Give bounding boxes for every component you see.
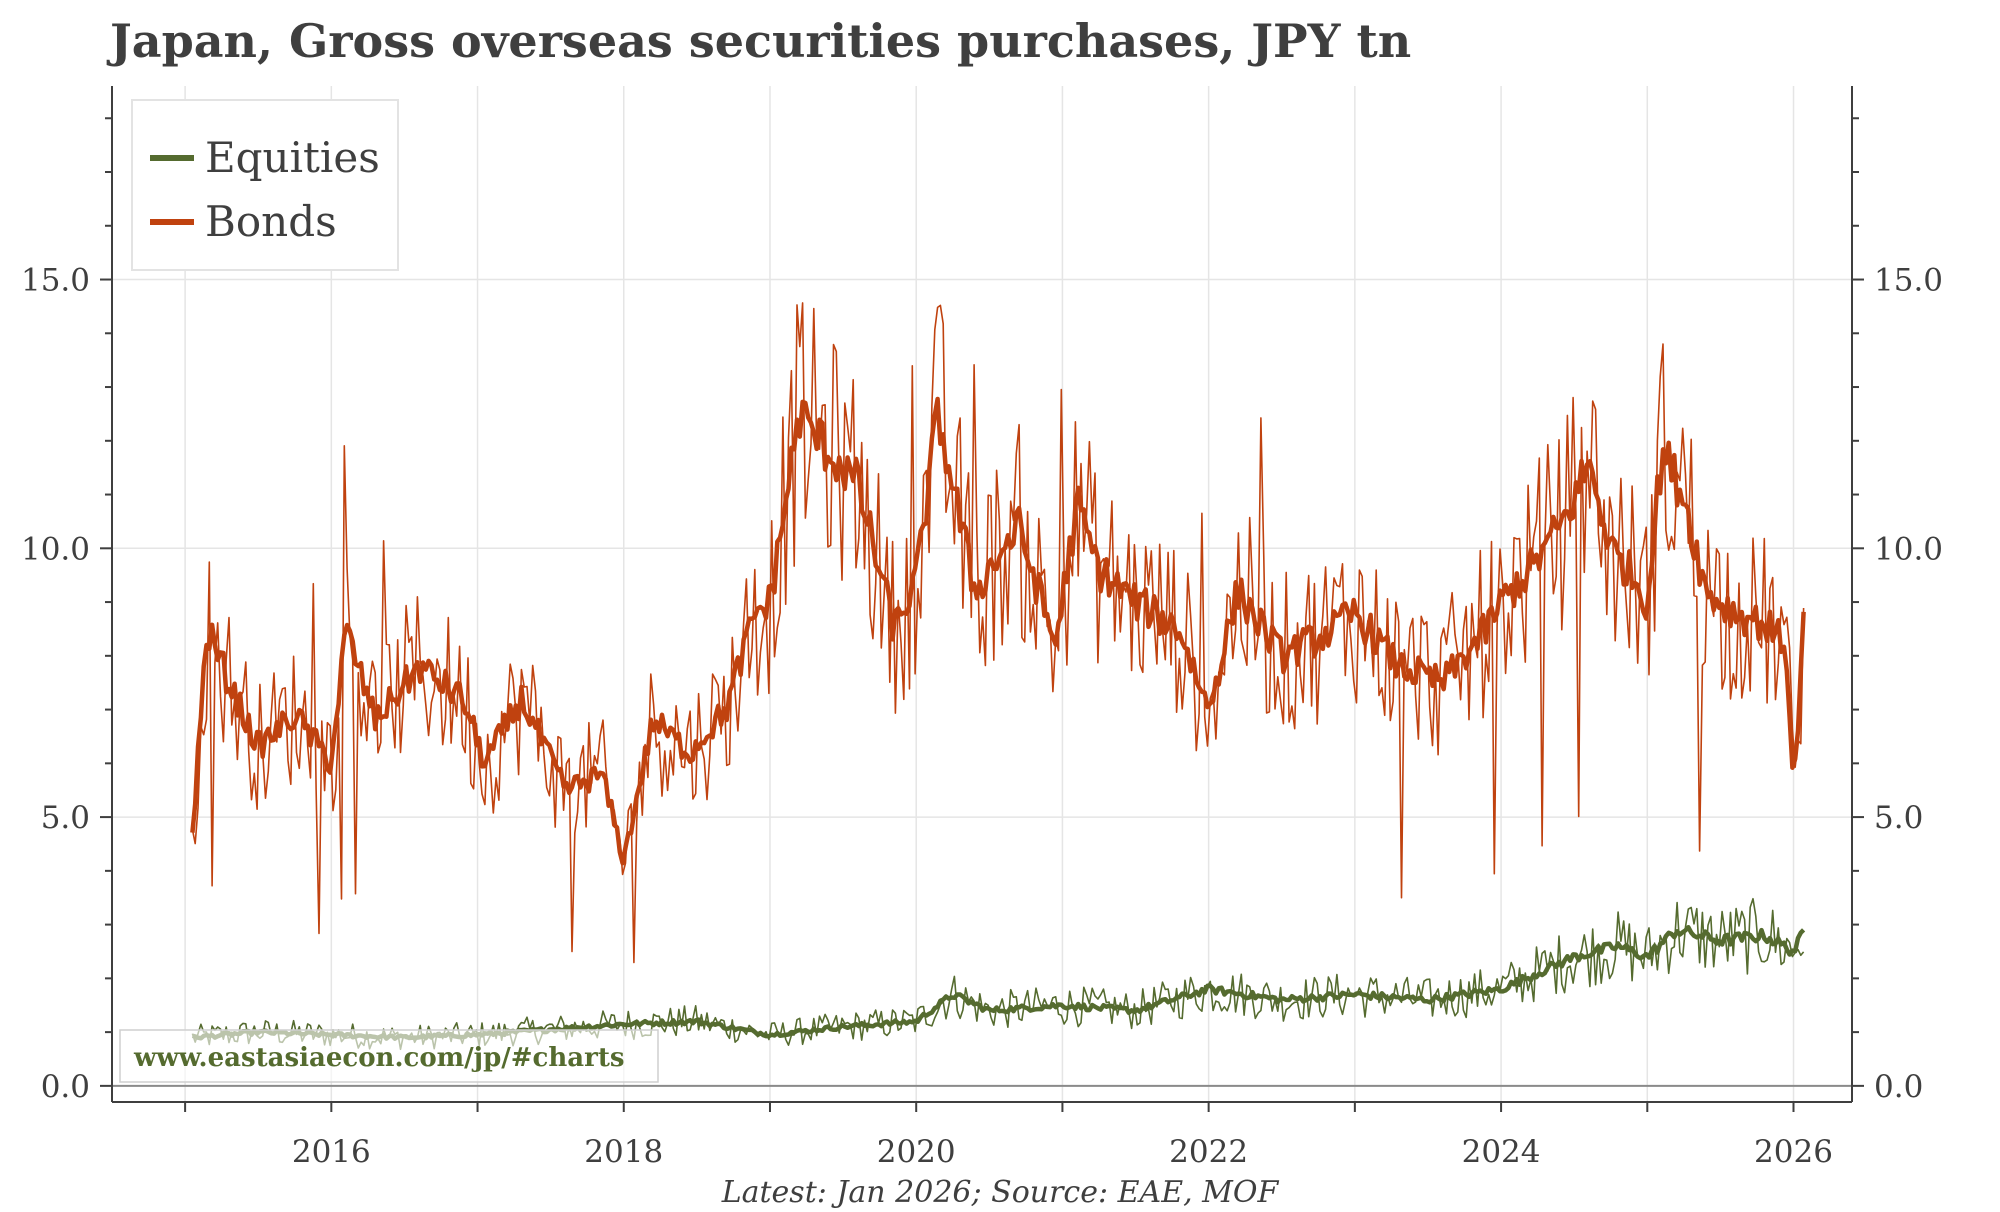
- y-tick-label-left-3: 15.0: [21, 263, 90, 299]
- series-line-bonds-average: [190, 396, 1806, 866]
- x-tick-label-2018: 2018: [584, 1134, 663, 1170]
- axes: 0.0 0.0 5.0 5.0 10.0 10.0 15.0 15.0 2016 2018 2020…: [21, 86, 1943, 1170]
- x-tick-label-2020: 2020: [877, 1134, 956, 1170]
- series-line-equities-weekly: [191, 897, 1805, 1051]
- x-tick-label-2022: 2022: [1169, 1134, 1248, 1170]
- source-note: Latest: Jan 2026; Source: EAE, MOF: [721, 1175, 1279, 1210]
- series-line-bonds-weekly: [191, 302, 1805, 964]
- watermark: www.eastasiaecon.com/jp/#charts: [119, 1029, 659, 1083]
- y-tick-label-right-0: 0.0: [1874, 1069, 1923, 1105]
- series-lines: [190, 302, 1806, 1051]
- watermark-text: www.eastasiaecon.com/jp/#charts: [133, 1043, 624, 1073]
- legend-label-equities: Equities: [205, 133, 380, 182]
- x-tick-label-2026: 2026: [1754, 1134, 1833, 1170]
- y-tick-label-left-1: 5.0: [41, 800, 90, 836]
- y-tick-label-left-2: 10.0: [21, 531, 90, 567]
- y-tick-label-right-2: 10.0: [1874, 531, 1943, 567]
- legend: Equities Bonds: [131, 99, 399, 271]
- y-tick-label-left-0: 0.0: [41, 1069, 90, 1105]
- y-tick-label-right-1: 5.0: [1874, 800, 1923, 836]
- chart-title: Japan, Gross overseas securities purchas…: [110, 14, 1412, 68]
- x-tick-label-2016: 2016: [292, 1134, 371, 1170]
- legend-label-bonds: Bonds: [205, 197, 337, 246]
- y-tick-label-right-3: 15.0: [1874, 263, 1943, 299]
- x-tick-label-2024: 2024: [1462, 1134, 1541, 1170]
